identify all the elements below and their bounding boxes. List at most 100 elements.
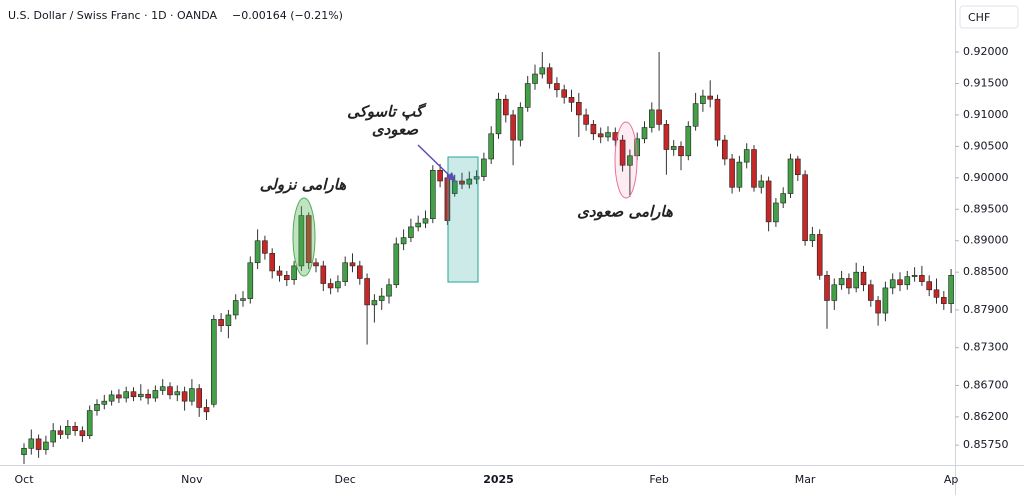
candle-body [152,390,159,399]
candle-body [167,386,173,396]
y-tick-label: 0.92000 [963,45,1009,58]
candle-body [415,222,422,228]
candle-body [532,73,538,84]
candle-body [371,300,378,306]
candle-body [926,281,933,291]
candle-body [568,97,575,103]
y-tick-label: 0.86200 [963,410,1009,423]
candle-body [663,124,670,150]
candle-body [627,155,633,166]
y-tick-label: 0.90000 [963,171,1009,184]
candle-body [546,67,553,84]
candle-body [502,98,509,116]
candle-body [211,319,217,405]
candle-body [846,278,852,289]
candle-body [751,149,757,188]
candle-body [838,278,845,286]
candle-body [262,240,268,254]
candle-body [320,265,327,284]
candle-body [933,289,940,298]
candle-body [853,271,860,289]
candle-body [729,158,735,188]
candle-body [575,102,582,116]
candle-body [911,275,918,277]
candle-body [276,270,283,276]
candle-body [342,262,349,282]
candle-body [773,202,779,223]
candle-body [247,262,254,299]
candle-body [867,284,874,301]
x-tick-label: Nov [181,473,203,486]
candle-body [919,275,925,282]
candle-body [72,426,78,432]
annotation: صعودی [372,121,419,139]
candle-body [225,314,232,326]
candle-body [831,284,838,301]
candle-body [203,407,210,413]
candle-body [138,393,144,398]
harami-highlight [614,121,638,199]
plot [21,52,954,465]
candle-body [43,441,49,450]
y-tick-label: 0.87300 [963,341,1009,354]
candle-body [619,139,626,166]
candle-body [79,430,86,437]
candle-body [561,89,568,98]
annotation: گپ تاسوکی [347,103,427,121]
candle-body [488,133,495,160]
candle-body [364,278,370,306]
candle-body [145,393,151,399]
candle-body [335,281,341,289]
candle-body [597,133,604,138]
candle-body [743,149,750,163]
candle-body [510,114,516,141]
candle-body [670,146,677,150]
candle-body [269,253,276,272]
candle-body [656,109,662,125]
candle-body [108,394,115,402]
candle-body [21,448,27,455]
candle-body [940,297,947,304]
candle-body [473,176,480,180]
candle-body [174,391,181,396]
currency: CHF [968,11,990,24]
candle-body [700,95,706,104]
y-tick-label: 0.88500 [963,265,1009,278]
annotation: هارامی صعودی [577,203,673,221]
candle-body [130,391,137,398]
candle-body [232,300,239,316]
candle-body [254,240,261,264]
candle-body [787,158,794,194]
x-tick-label: Mar [795,473,816,486]
candle-body [291,265,297,281]
candle-body [218,319,224,326]
harami-highlight [292,197,316,277]
annotation: هارامی نزولی [260,176,347,194]
candle-body [400,237,407,245]
candle-body [875,300,881,314]
candle-body [123,391,129,399]
y-tick-label: 0.87900 [963,303,1009,316]
x-tick-label: 2025 [483,473,514,486]
candle-body [780,193,787,204]
y-tick-label: 0.90500 [963,139,1009,152]
candle-body [794,158,801,175]
candle-body [590,124,597,135]
y-tick-label: 0.89000 [963,234,1009,247]
candle-body [408,226,414,238]
candle-body [393,243,400,286]
candle-body [429,169,436,220]
candle-body [897,279,903,286]
candle-body [685,125,692,157]
candle-body [692,103,699,127]
candle-body [65,426,71,435]
candle-body [50,430,57,443]
candle-body [882,287,889,314]
y-tick-label: 0.86700 [963,378,1009,391]
candle-body [678,146,684,157]
candle-body [189,388,195,402]
candle-body [181,391,188,402]
y-tick-label: 0.89500 [963,202,1009,215]
x-tick-label: Oct [14,473,34,486]
candle-body [824,275,830,301]
